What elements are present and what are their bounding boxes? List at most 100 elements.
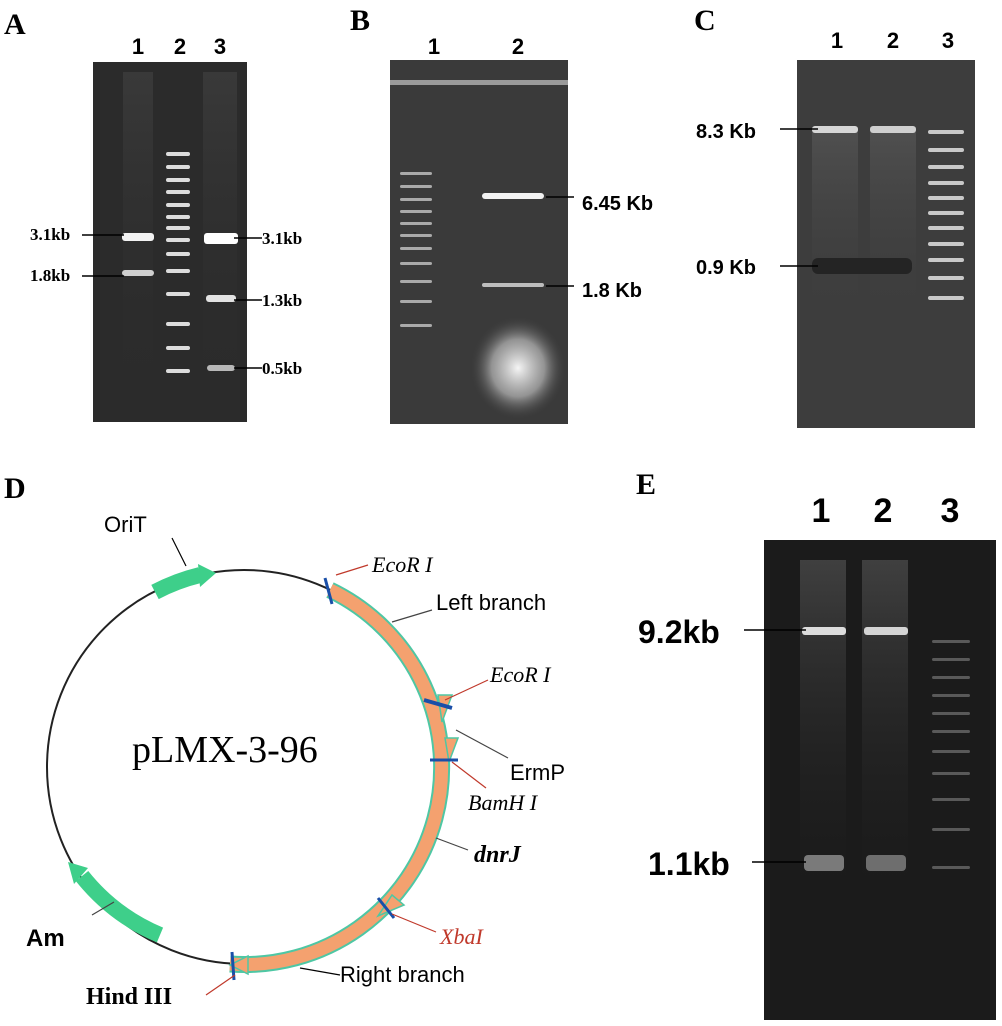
- band-lane-2-6.45kb: [482, 193, 544, 199]
- panel-letter-c: C: [694, 4, 716, 37]
- panel-b: B 1 2 6.45 Kb 1.8 Kb: [350, 4, 653, 424]
- site-xba1: [376, 897, 396, 919]
- leader-dnrj: [435, 837, 469, 851]
- ladder-band: [166, 165, 190, 169]
- panel-letter-a: A: [4, 8, 26, 41]
- lane-label: 3: [214, 34, 226, 59]
- leader-right-branch: [299, 967, 341, 976]
- ladder-band: [166, 203, 190, 207]
- plasmid-name: pLMX-3-96: [132, 729, 318, 771]
- band-lane-2-1.1kb: [866, 855, 906, 871]
- band-lane-2-1.8kb: [482, 283, 544, 287]
- marker-label: 1.3kb: [262, 291, 302, 310]
- band-0.9kb-shadow: [812, 258, 912, 274]
- ladder-band: [400, 234, 432, 237]
- gene-arc-outline: [229, 582, 451, 974]
- ladder-lane-b: [400, 172, 432, 327]
- lane-label: 2: [512, 34, 524, 59]
- orit-arrowhead: [198, 564, 216, 587]
- lane-label: 2: [174, 34, 186, 59]
- band-lane-2-8.3kb: [870, 126, 916, 133]
- ladder-band: [932, 658, 970, 661]
- leader-am: [91, 901, 115, 916]
- ladder-band: [400, 300, 432, 303]
- site-ecor1-top: [323, 577, 334, 605]
- panel-e: E 1 2 3 9.2kb 1.1kb: [636, 468, 996, 1020]
- label-am: Am: [26, 925, 65, 952]
- leader-orit: [171, 537, 187, 567]
- ladder-band: [928, 165, 964, 169]
- ladder-band: [932, 640, 970, 643]
- ladder-band: [400, 185, 432, 188]
- marker-label: 1.8kb: [30, 266, 70, 285]
- ladder-band: [932, 828, 970, 831]
- lane-label: 3: [942, 28, 954, 53]
- band-lane-1-9.2kb: [802, 627, 846, 635]
- band-lane-1-3.1kb: [122, 233, 154, 241]
- ladder-band: [166, 238, 190, 242]
- lane-1-smear: [812, 130, 858, 350]
- ladder-band: [928, 196, 964, 200]
- ladder-band: [932, 676, 970, 679]
- ladder-band: [928, 130, 964, 134]
- ladder-band: [928, 226, 964, 230]
- leader-xba1: [391, 913, 437, 933]
- panel-a: A 1 2 3: [4, 8, 302, 422]
- ladder-band: [166, 226, 190, 230]
- leader-bamh1: [451, 761, 487, 789]
- ladder-band: [928, 148, 964, 152]
- lane-label: 1: [831, 28, 843, 53]
- ladder-band: [166, 215, 190, 219]
- band-lane-1-8.3kb: [812, 126, 858, 133]
- ladder-lane-e: [932, 640, 970, 869]
- ladder-band: [166, 369, 190, 373]
- ladder-lane-a: [166, 152, 190, 373]
- ladder-band: [166, 152, 190, 156]
- gene-arrowhead: [228, 954, 249, 976]
- ladder-band: [928, 211, 964, 215]
- marker-label: 9.2kb: [638, 614, 720, 650]
- lane-label: 1: [812, 492, 831, 530]
- ladder-band: [928, 258, 964, 262]
- label-left-branch: Left branch: [436, 590, 546, 615]
- lane-1-smear: [800, 560, 846, 890]
- am-arc: [75, 870, 164, 943]
- label-xba1: XbaI: [439, 924, 484, 949]
- ladder-band: [928, 296, 964, 300]
- band-lane-3-1.3kb: [206, 295, 236, 302]
- lane-label: 1: [428, 34, 440, 59]
- ladder-band: [932, 712, 970, 715]
- lane-2-smear: [870, 130, 916, 350]
- ladder-band: [166, 178, 190, 182]
- lane-label: 3: [941, 492, 960, 530]
- marker-label: 1.1kb: [648, 846, 730, 882]
- leader-left-branch: [391, 609, 433, 623]
- lane-1-smear: [123, 72, 153, 412]
- ladder-band: [166, 190, 190, 194]
- gene-arc: [229, 584, 449, 972]
- marker-label: 3.1kb: [262, 229, 302, 248]
- gel-wells: [390, 80, 568, 85]
- marker-label: 0.9 Kb: [696, 257, 756, 279]
- label-ecor1-top: EcoR I: [371, 552, 434, 577]
- label-orit: OriT: [104, 512, 147, 537]
- am-arrowhead: [68, 862, 88, 884]
- ladder-band: [928, 181, 964, 185]
- ladder-band: [400, 324, 432, 327]
- lane-label: 1: [132, 34, 144, 59]
- ladder-band: [166, 252, 190, 256]
- panel-letter-d: D: [4, 472, 26, 505]
- ladder-band: [400, 172, 432, 175]
- ladder-band: [400, 222, 432, 225]
- ladder-band: [166, 322, 190, 326]
- leader-ecor1-top: [335, 564, 369, 576]
- band-lane-3-0.5kb: [207, 365, 235, 371]
- ladder-band: [928, 242, 964, 246]
- label-hind3: Hind III: [86, 984, 172, 1010]
- marker-label: 6.45 Kb: [582, 193, 653, 215]
- panel-letter-e: E: [636, 468, 656, 501]
- ladder-lane-c: [928, 130, 964, 300]
- marker-label: 3.1kb: [30, 225, 70, 244]
- ladder-band: [400, 247, 432, 250]
